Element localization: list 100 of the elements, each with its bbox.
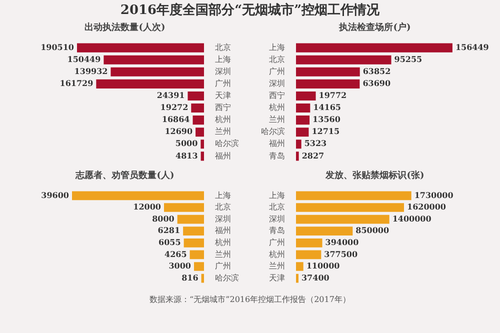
bar: [296, 152, 299, 161]
bar: [296, 79, 360, 88]
data-label: 39600: [41, 190, 70, 200]
bar: [296, 55, 392, 64]
bar: [296, 203, 404, 212]
y-tick-label: 深圳: [269, 79, 285, 88]
y-tick-label: 福州: [215, 226, 231, 236]
data-label: 95255: [394, 54, 422, 64]
bar: [76, 43, 204, 52]
bar: [183, 226, 204, 236]
y-tick-label: 杭州: [268, 103, 285, 112]
data-label: 37400: [301, 272, 330, 282]
data-label: 394000: [325, 236, 360, 247]
y-tick-label: 北京: [269, 54, 285, 64]
data-label: 850000: [356, 225, 390, 236]
data-label: 19272: [160, 102, 188, 112]
y-tick-label: 天津: [215, 91, 231, 100]
y-tick-label: 兰州: [215, 127, 231, 136]
data-label: 12690: [164, 126, 193, 136]
data-label: 24391: [156, 90, 185, 100]
data-label: 156449: [455, 42, 490, 52]
data-label: 377500: [324, 248, 358, 259]
data-label: 1730000: [414, 190, 454, 200]
y-tick-label: 上海: [215, 54, 231, 64]
data-label: 4813: [176, 150, 198, 160]
bar: [192, 116, 204, 125]
y-tick-label: 兰州: [215, 250, 231, 259]
y-tick-label: 广州: [215, 79, 231, 88]
data-label: 63852: [362, 66, 391, 76]
y-tick-label: 深圳: [215, 214, 231, 224]
data-label: 2827: [302, 150, 324, 160]
data-label: 4265: [164, 248, 187, 259]
bar: [296, 262, 304, 271]
bar: [296, 116, 310, 125]
y-tick-label: 上海: [269, 42, 285, 52]
bar: [296, 128, 309, 137]
y-tick-label: 青岛: [269, 226, 285, 236]
y-tick-label: 北京: [215, 42, 231, 52]
bar: [104, 55, 204, 64]
bar: [296, 191, 412, 200]
y-tick-label: 深圳: [269, 214, 285, 224]
data-label: 3000: [168, 260, 192, 271]
y-tick-label: 广州: [269, 238, 285, 247]
y-tick-label: 广州: [269, 66, 285, 76]
bar: [296, 214, 390, 224]
y-tick-label: 西宁: [269, 91, 285, 100]
chart-title: 执法检查场所(户): [338, 22, 412, 34]
y-tick-label: 杭州: [214, 238, 231, 247]
bar: [184, 238, 204, 248]
y-tick-label: 西宁: [215, 103, 231, 112]
text: 2016年度全国部分“无烟城市”控烟工作情况: [119, 2, 381, 20]
data-label: 8000: [152, 213, 175, 224]
chart-subtitle: 出动执法数量(人次): [84, 22, 166, 34]
bar: [96, 79, 204, 88]
y-tick-label: 广州: [215, 262, 231, 271]
y-tick-label: 哈尔滨: [215, 139, 239, 148]
source-note: 数据来源：“无烟城市”2016年控烟工作报告（2017年）: [148, 294, 352, 305]
chart-title: 发放、张贴禁烟标识(张): [324, 170, 426, 182]
bar: [196, 128, 204, 137]
bar: [190, 250, 204, 260]
data-label: 12000: [133, 202, 162, 212]
y-tick-label: 北京: [215, 202, 231, 212]
data-label: 19772: [318, 90, 347, 100]
data-label: 5000: [175, 138, 198, 148]
y-tick-label: 兰州: [269, 262, 285, 271]
y-tick-label: 福州: [269, 139, 285, 148]
bar: [200, 152, 204, 161]
y-tick-label: 兰州: [269, 115, 285, 124]
data-label: 14165: [313, 102, 342, 112]
bar: [296, 91, 316, 100]
y-tick-label: 深圳: [215, 66, 231, 76]
data-label: 12715: [312, 126, 340, 136]
y-tick-label: 杭州: [214, 115, 231, 124]
bar: [72, 191, 204, 200]
data-label: 190510: [40, 42, 74, 52]
data-label: 1620000: [407, 202, 446, 212]
bar: [296, 67, 360, 76]
data-label: 110000: [306, 260, 340, 271]
data-label: 13560: [312, 114, 341, 124]
data-label: 816: [182, 272, 199, 282]
data-label: 1400000: [392, 213, 432, 224]
y-tick-label: 上海: [215, 190, 231, 200]
data-label: 6281: [158, 225, 180, 236]
bar: [200, 140, 204, 149]
bar: [296, 140, 302, 149]
bar: [296, 250, 322, 260]
bar: [296, 226, 353, 236]
data-label: 5323: [304, 138, 328, 148]
bar: [191, 104, 204, 113]
data-label: 6055: [158, 236, 181, 247]
bar: [194, 262, 204, 271]
data-label: 161729: [60, 78, 94, 88]
bar: [296, 238, 322, 248]
y-tick-label: 哈尔滨: [261, 127, 285, 136]
bar: [110, 67, 204, 76]
bar: [188, 91, 204, 100]
y-tick-label: 福州: [215, 151, 231, 160]
y-tick-label: 哈尔滨: [215, 273, 239, 282]
y-tick-label: 上海: [269, 190, 285, 200]
y-tick-label: 青岛: [269, 151, 285, 160]
